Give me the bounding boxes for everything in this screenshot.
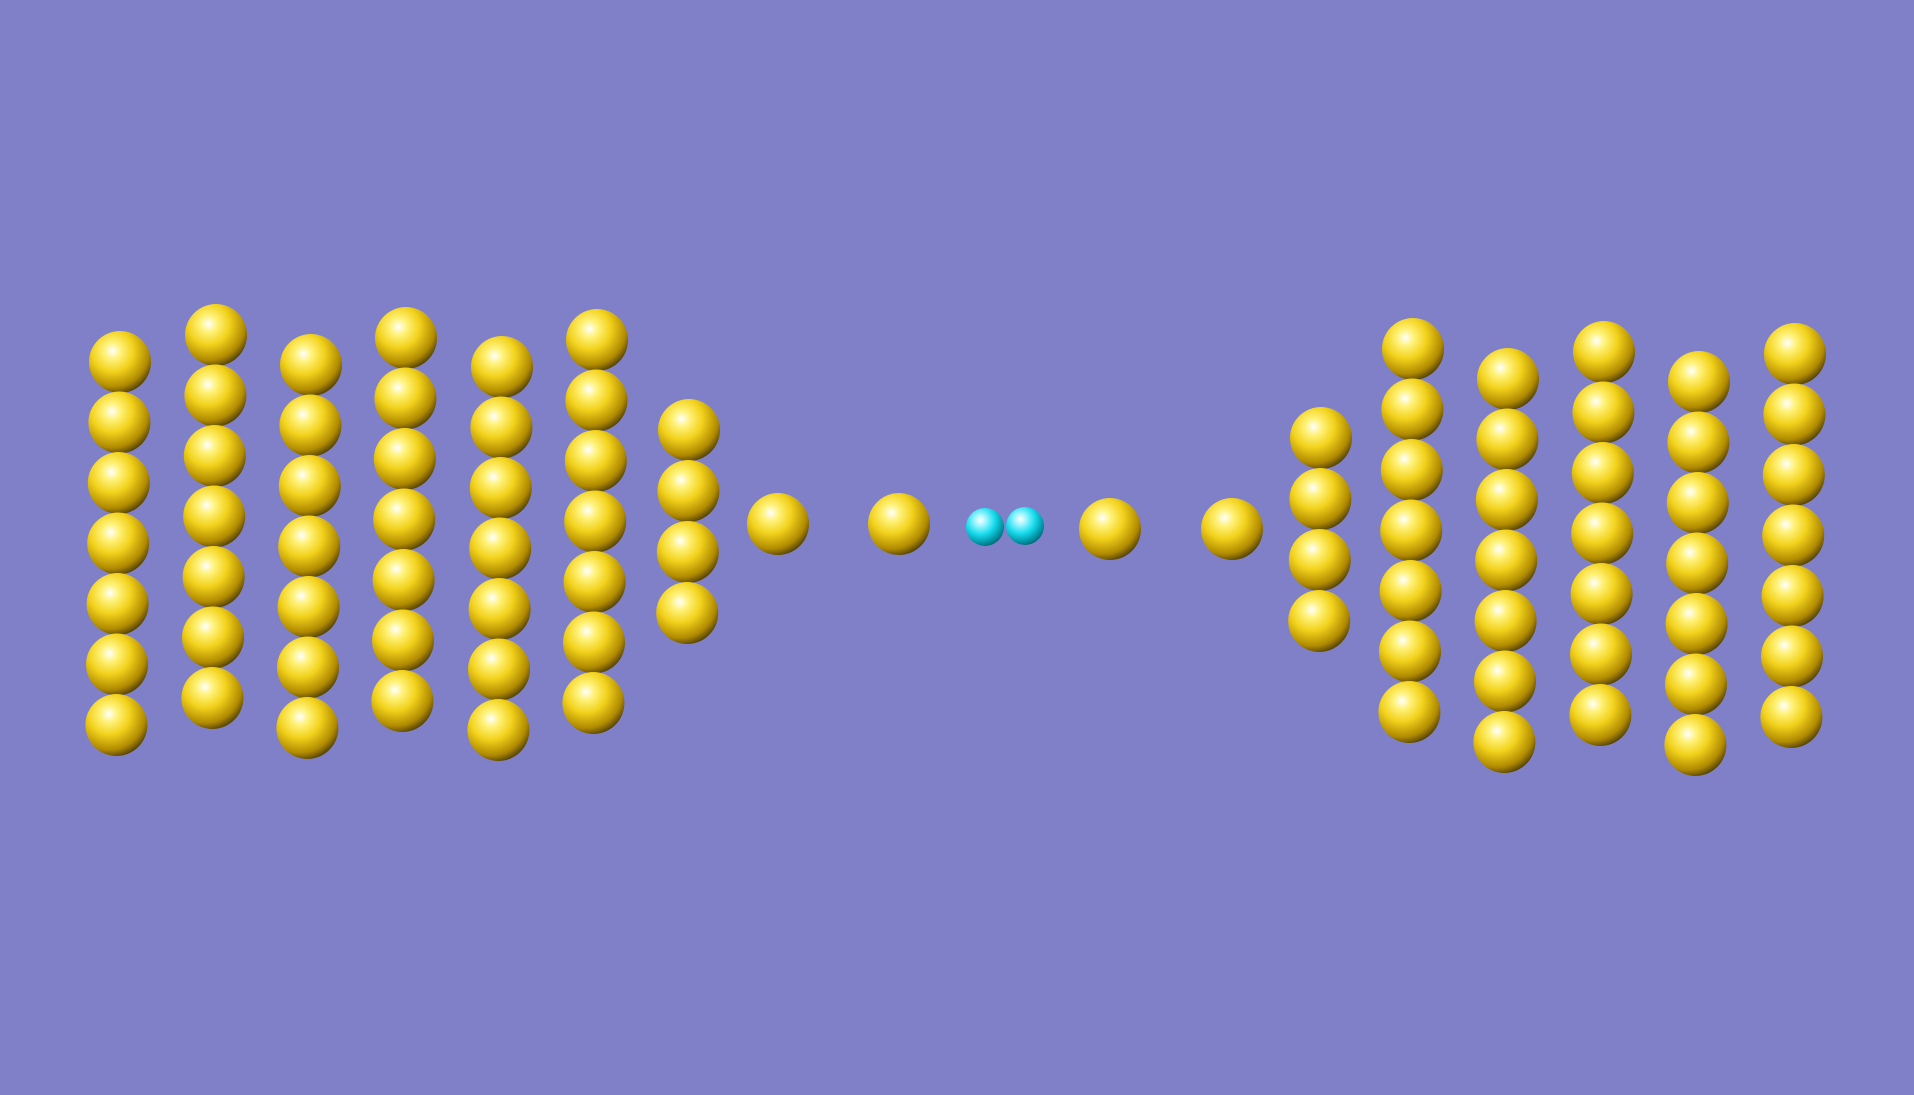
gold-atom-right-c2-r1[interactable] (1572, 381, 1635, 444)
gold-atom-left-c3-r3[interactable] (373, 488, 436, 551)
gold-atom-left-c0-r3[interactable] (87, 512, 150, 575)
gold-atom-left-c1-r5[interactable] (182, 606, 244, 669)
gold-atom-left-c5-r4[interactable] (563, 551, 626, 613)
gold-atom-right-c4-r2[interactable] (1762, 444, 1825, 506)
gold-atom-left-c1-r4[interactable] (182, 546, 245, 608)
gold-atom-right-c0-r1[interactable] (1381, 378, 1444, 441)
gold-atom-right-c2-r5[interactable] (1570, 623, 1632, 686)
gold-atom-left-c5-r5[interactable] (563, 611, 625, 674)
gold-atom-left-c0-r5[interactable] (86, 633, 148, 696)
gold-atom-left-c4-r2[interactable] (469, 457, 532, 519)
gold-atom-left-c0-r2[interactable] (87, 452, 150, 514)
gold-atom-right-c2-r0[interactable] (1573, 321, 1635, 383)
gold-atom-left-tip-r3[interactable] (656, 582, 719, 644)
gold-atom-left-c0-r0[interactable] (89, 331, 151, 393)
gold-atom-right-c0-r3[interactable] (1380, 499, 1443, 562)
gold-atom-right-c3-r2[interactable] (1666, 472, 1729, 534)
gold-atom-left-c4-r0[interactable] (471, 336, 533, 398)
gold-atom-right-c2-r2[interactable] (1571, 442, 1634, 504)
gold-atom-right-c3-r0[interactable] (1668, 351, 1730, 413)
gold-atom-right-c3-r5[interactable] (1665, 653, 1727, 716)
gold-atom-right-tip-r1[interactable] (1289, 468, 1352, 530)
gold-atom-left-c3-r4[interactable] (372, 549, 435, 611)
gold-atom-right-c3-r1[interactable] (1667, 411, 1730, 474)
gold-atom-right-c2-r4[interactable] (1570, 563, 1633, 625)
gold-atom-left-c1-r0[interactable] (185, 304, 247, 366)
gold-atom-chain-4[interactable] (1201, 498, 1263, 560)
gold-atom-left-c2-r6[interactable] (276, 697, 339, 759)
gold-atom-left-c1-r2[interactable] (183, 425, 246, 487)
gold-atom-left-c2-r4[interactable] (277, 576, 340, 638)
gold-atom-right-tip-r3[interactable] (1288, 590, 1351, 652)
gold-atom-right-c1-r0[interactable] (1477, 348, 1539, 410)
gold-atom-right-c1-r5[interactable] (1474, 650, 1536, 713)
gold-atom-left-c5-r3[interactable] (564, 490, 627, 553)
gold-atom-left-c4-r1[interactable] (470, 396, 533, 459)
gold-atom-left-c4-r3[interactable] (469, 517, 532, 580)
gold-atom-right-c4-r6[interactable] (1760, 686, 1823, 748)
gold-atom-left-c5-r6[interactable] (562, 672, 625, 734)
gold-atom-right-c0-r0[interactable] (1382, 318, 1444, 380)
gold-atom-right-c4-r5[interactable] (1761, 625, 1823, 688)
gold-atom-left-c2-r2[interactable] (278, 455, 341, 517)
gold-atom-left-tip-r2[interactable] (656, 521, 719, 583)
gold-atom-left-c3-r1[interactable] (374, 367, 437, 430)
gold-atom-right-c3-r3[interactable] (1666, 532, 1729, 595)
hydrogen-atom-2[interactable] (1006, 507, 1044, 545)
gold-atom-right-c1-r1[interactable] (1476, 408, 1539, 471)
gold-atom-right-c0-r6[interactable] (1378, 681, 1441, 743)
gold-atom-left-c3-r0[interactable] (375, 307, 437, 369)
gold-atom-left-c1-r6[interactable] (181, 667, 244, 729)
gold-atom-left-c2-r3[interactable] (278, 515, 341, 578)
gold-atom-left-c1-r3[interactable] (183, 485, 246, 548)
gold-atom-left-c4-r5[interactable] (468, 638, 530, 701)
gold-atom-left-c3-r6[interactable] (371, 670, 434, 732)
gold-atom-chain-1[interactable] (747, 493, 809, 555)
gold-atom-right-c1-r2[interactable] (1475, 469, 1538, 531)
gold-atom-right-c0-r4[interactable] (1379, 560, 1442, 622)
gold-atom-right-tip-r0[interactable] (1290, 407, 1352, 469)
gold-atom-left-c4-r4[interactable] (468, 578, 531, 640)
gold-atom-left-tip-r0[interactable] (658, 399, 720, 461)
gold-atom-right-c1-r6[interactable] (1473, 711, 1536, 773)
gold-atom-right-c4-r4[interactable] (1761, 565, 1824, 627)
gold-atom-left-c2-r1[interactable] (279, 394, 342, 457)
gold-atom-left-c5-r0[interactable] (566, 309, 628, 371)
gold-atom-left-c5-r1[interactable] (565, 369, 628, 432)
gold-atom-left-c2-r5[interactable] (277, 636, 339, 699)
gold-atom-left-c3-r2[interactable] (373, 428, 436, 490)
gold-atom-left-c5-r2[interactable] (564, 430, 627, 492)
gold-atom-chain-3[interactable] (1079, 498, 1141, 560)
gold-atom-right-c4-r1[interactable] (1763, 383, 1826, 446)
gold-atom-right-c4-r0[interactable] (1764, 323, 1826, 385)
gold-atom-left-c2-r0[interactable] (280, 334, 342, 396)
gold-atom-left-c0-r6[interactable] (85, 694, 148, 756)
gold-atom-right-c0-r5[interactable] (1379, 620, 1441, 683)
gold-atom-chain-2[interactable] (868, 493, 930, 555)
gold-atom-right-c2-r6[interactable] (1569, 684, 1632, 746)
gold-atom-left-c3-r5[interactable] (372, 609, 434, 672)
gold-atom-right-c2-r3[interactable] (1571, 502, 1634, 565)
gold-atom-left-c0-r4[interactable] (86, 573, 149, 635)
gold-atom-right-c1-r4[interactable] (1474, 590, 1537, 652)
gold-atom-left-c1-r1[interactable] (184, 364, 247, 427)
gold-atom-right-c3-r4[interactable] (1665, 593, 1728, 655)
gold-atom-right-c3-r6[interactable] (1664, 714, 1727, 776)
gold-atom-right-tip-r2[interactable] (1288, 529, 1351, 591)
gold-atom-right-c4-r3[interactable] (1762, 504, 1825, 567)
gold-atom-left-c0-r1[interactable] (88, 391, 151, 454)
hydrogen-atom-1[interactable] (966, 508, 1004, 546)
gold-atom-left-c4-r6[interactable] (467, 699, 530, 761)
gold-atom-right-c1-r3[interactable] (1475, 529, 1538, 592)
atoms-layer (85, 304, 1826, 776)
gold-atom-right-c0-r2[interactable] (1380, 439, 1443, 501)
gold-atom-left-tip-r1[interactable] (657, 460, 720, 522)
